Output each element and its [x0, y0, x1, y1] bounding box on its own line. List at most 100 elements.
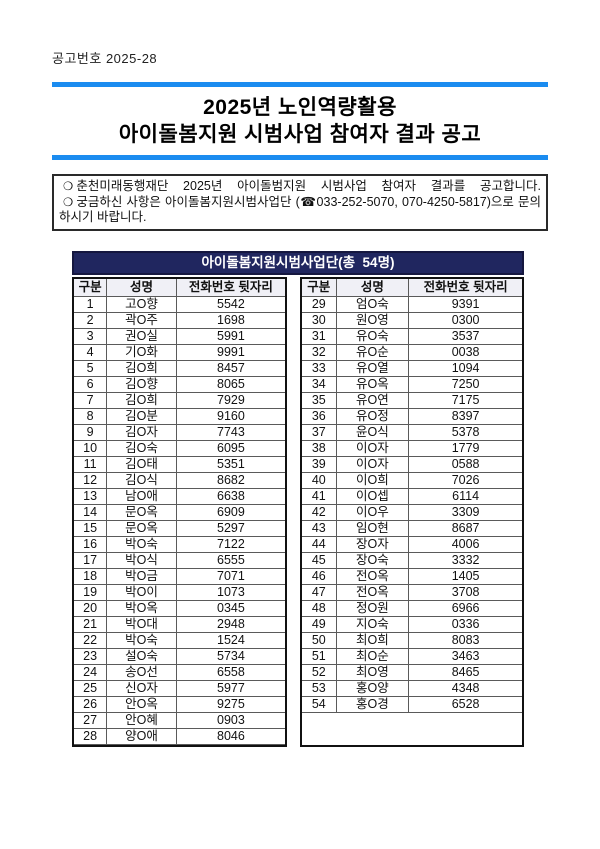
table-cell: 25	[74, 680, 108, 697]
col-header-name: 성명	[335, 278, 410, 297]
table-cell: 47	[302, 584, 337, 601]
header-row: 구분 성명 전화번호 뒷자리	[74, 278, 285, 297]
table-row: 35 유O연 7175	[302, 392, 522, 409]
table-cell: 6095	[175, 440, 285, 457]
table-cell: 최O순	[335, 648, 410, 665]
right-table-frame: 구분 성명 전화번호 뒷자리 29 엄O숙 9391 30 원O영 0300 31 유O숙 35…	[300, 276, 524, 747]
table-cell: 문O옥	[106, 520, 177, 537]
table-cell: 신O자	[106, 680, 177, 697]
table-row: 18 박O금 7071	[74, 568, 285, 585]
table-cell: 권O실	[106, 328, 177, 345]
page-title-line2: 아이돌봄지원 시범사업 참여자 결과 공고	[118, 123, 482, 146]
table-cell: 4	[74, 344, 108, 361]
table-cell: 31	[302, 328, 337, 345]
table-cell: 홍O양	[335, 680, 410, 697]
col-header-name: 성명	[106, 278, 177, 297]
table-cell: 3708	[408, 584, 522, 601]
table-cell: 7743	[175, 424, 285, 441]
table-cell: 3463	[408, 648, 522, 665]
table-cell: 52	[302, 664, 337, 681]
table-row: 22 박O숙 1524	[74, 632, 285, 649]
table-cell: 송O선	[106, 664, 177, 681]
table-cell: 3537	[408, 328, 522, 345]
table-row: 45 장O숙 3332	[302, 552, 522, 569]
table-row: 25 신O자 5977	[74, 680, 285, 697]
table-row: 34 유O옥 7250	[302, 376, 522, 393]
table-cell: 김O희	[106, 360, 177, 377]
table-cell: 김O숙	[106, 440, 177, 457]
table-row: 7 김O희 7929	[74, 392, 285, 409]
table-cell: 전O옥	[335, 584, 410, 601]
circle-bullet-icon: ❍	[63, 181, 74, 193]
table-cell: 박O숙	[106, 632, 177, 649]
table-row: 1 고O향 5542	[74, 296, 285, 313]
table-row: 2 곽O주 1698	[74, 312, 285, 329]
table-cell: 33	[302, 360, 337, 377]
table-row: 48 정O원 6966	[302, 600, 522, 617]
table-cell: 박O대	[106, 616, 177, 633]
table-cell: 38	[302, 440, 337, 457]
table-row: 10 김O숙 6095	[74, 440, 285, 457]
notice-box: ❍ 춘천미래동행재단 2025년 아이돌범지원 시범사업 참여자 결과를 공고합니…	[52, 174, 548, 231]
table-row: 28 양O애 8046	[74, 728, 285, 745]
table-cell: 7122	[175, 536, 285, 553]
table-cell: 김O향	[106, 376, 177, 393]
circle-bullet-icon: ❍	[63, 196, 74, 209]
table-cell: 곽O주	[106, 312, 177, 329]
table-cell: 안O혜	[106, 712, 177, 729]
table-cell: 6528	[408, 696, 522, 713]
col-header-no: 구분	[302, 278, 337, 297]
left-table-frame: 구분 성명 전화번호 뒷자리 1 고O향 5542 2 곽O주 1698 3 권O실 5991 4…	[72, 276, 287, 747]
table-cell: 9	[74, 424, 108, 441]
table-cell: 41	[302, 488, 337, 505]
table-row: 39 이O자 0588	[302, 456, 522, 473]
table-cell: 36	[302, 408, 337, 425]
table-cell: 유O순	[335, 344, 410, 361]
table-cell: 8397	[408, 408, 522, 425]
table-cell: 엄O숙	[335, 296, 410, 313]
table-cell: 이O우	[335, 504, 410, 521]
table-row: 16 박O숙 7122	[74, 536, 285, 553]
table-cell: 6638	[175, 488, 285, 505]
table-cell: 설O숙	[106, 648, 177, 665]
table-row: 23 설O숙 5734	[74, 648, 285, 665]
table-cell: 21	[74, 616, 108, 633]
table-cell: 김O희	[106, 392, 177, 409]
table-cell: 24	[74, 664, 108, 681]
divider-line-top	[52, 82, 548, 87]
table-cell: 김O식	[106, 472, 177, 489]
table-cell: 김O태	[106, 456, 177, 473]
table-cell: 9275	[175, 696, 285, 713]
notice-line-1: ❍ 춘천미래동행재단 2025년 아이돌범지원 시범사업 참여자 결과를 공고합니…	[59, 179, 541, 195]
table-row: 36 유O정 8397	[302, 408, 522, 425]
table-cell: 48	[302, 600, 337, 617]
table-cell: 5378	[408, 424, 522, 441]
table-cell: 8083	[408, 632, 522, 649]
table-row: 47 전O옥 3708	[302, 584, 522, 601]
table-cell: 윤O식	[335, 424, 410, 441]
table-cell: 14	[74, 504, 108, 521]
table-cell: 46	[302, 568, 337, 585]
table-row: 32 유O순 0038	[302, 344, 522, 361]
table-cell: 1698	[175, 312, 285, 329]
table-row: 33 유O열 1094	[302, 360, 522, 377]
table-cell: 1779	[408, 440, 522, 457]
table-cell: 8046	[175, 728, 285, 745]
table-cell: 1524	[175, 632, 285, 649]
col-header-phone: 전화번호 뒷자리	[175, 278, 285, 297]
table-row: 37 윤O식 5378	[302, 424, 522, 441]
table-cell: 유O열	[335, 360, 410, 377]
table-cell: 35	[302, 392, 337, 409]
table-cell: 7071	[175, 568, 285, 585]
table-cell: 6114	[408, 488, 522, 505]
table-cell: 13	[74, 488, 108, 505]
table-row: 46 전O옥 1405	[302, 568, 522, 585]
table-row: 53 홍O양 4348	[302, 680, 522, 697]
table-row: 29 엄O숙 9391	[302, 296, 522, 313]
table-row: 8 김O분 9160	[74, 408, 285, 425]
table-cell: 남O애	[106, 488, 177, 505]
table-row: 52 최O영 8465	[302, 664, 522, 681]
table-title-bar: 아이돌봄지원시범사업단(총 54명)	[72, 250, 524, 275]
table-cell: 5297	[175, 520, 285, 537]
table-cell: 최O희	[335, 632, 410, 649]
